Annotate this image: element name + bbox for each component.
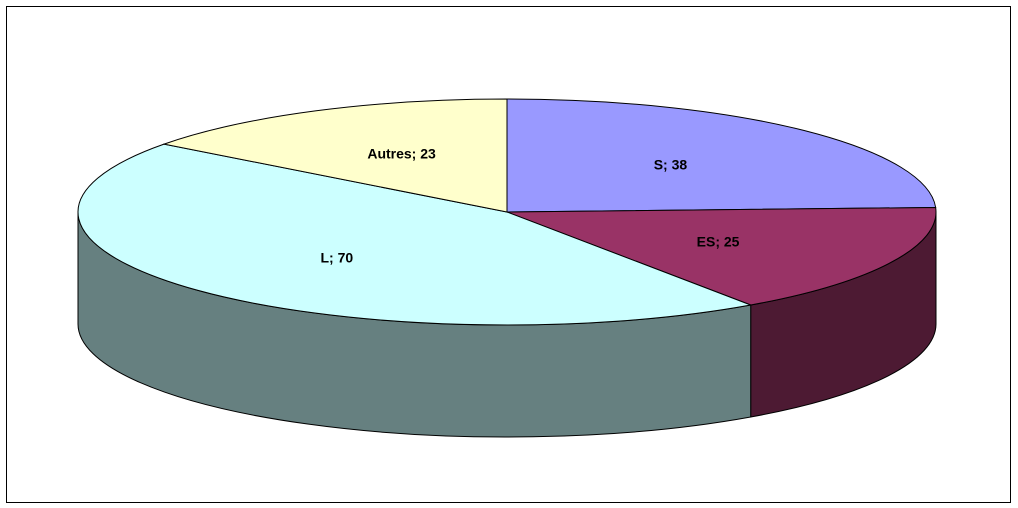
pie-slice-autres (162, 98, 508, 213)
pie-label-es: ES; 25 (697, 233, 740, 249)
pie-slice-l (77, 143, 753, 326)
pie-slice-es (506, 206, 937, 306)
pie-label-l: L; 70 (320, 249, 353, 265)
chart-frame: S; 38 ES; 25 L; 70 Autres; 23 (6, 6, 1011, 503)
pie-chart: S; 38 ES; 25 L; 70 Autres; 23 (77, 98, 937, 438)
pie-slice-s (506, 98, 937, 213)
pie-label-s: S; 38 (654, 157, 688, 173)
pie-label-autres: Autres; 23 (367, 145, 436, 161)
pie-tops (77, 98, 937, 326)
pie-labels: S; 38 ES; 25 L; 70 Autres; 23 (320, 145, 739, 265)
